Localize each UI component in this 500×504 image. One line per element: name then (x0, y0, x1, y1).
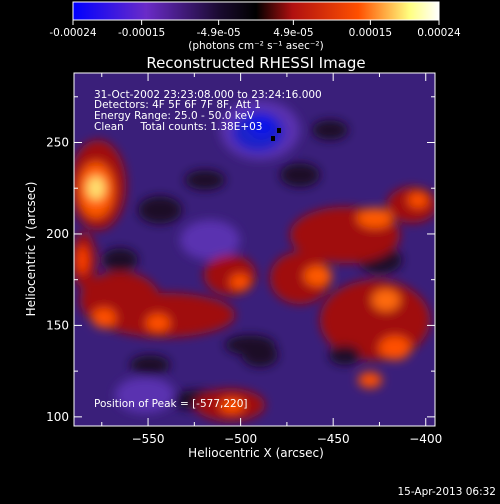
intensity-blob (180, 220, 240, 260)
intensity-blob (220, 399, 244, 413)
intensity-blob (408, 192, 428, 208)
intensity-blob (249, 115, 275, 137)
x-tick-label: −450 (317, 432, 350, 446)
contour-mark (271, 136, 275, 141)
intensity-blob (372, 289, 400, 311)
intensity-blob (185, 170, 225, 190)
intensity-blob (329, 345, 361, 365)
intensity-blob (280, 163, 320, 187)
intensity-blob (138, 196, 182, 224)
colorbar-ticks: -0.00024 -0.00015 -4.9e-05 4.9e-05 0.00015 0.… (49, 20, 461, 39)
x-axis-label: Heliocentric X (arcsec) (188, 446, 324, 460)
y-tick-label: 200 (46, 227, 69, 241)
intensity-blob (102, 248, 138, 272)
annotation-detectors: Detectors: 4F 5F 6F 7F 8F, Att 1 (94, 99, 261, 111)
intensity-blob (92, 308, 116, 328)
intensity-blob (230, 274, 250, 290)
intensity-blob (130, 355, 170, 375)
footer-timestamp: 15-Apr-2013 06:32 (397, 486, 496, 498)
intensity-blob (358, 372, 382, 388)
colorbar-tick-label: -0.00015 (118, 27, 165, 39)
peak-position-label: Position of Peak = [-577,220] (94, 398, 248, 410)
colorbar-tick-label: 0.00024 (417, 27, 461, 39)
intensity-blob (115, 377, 175, 413)
colorbar-tick-label: 4.9e-05 (273, 27, 313, 39)
chart-title: Reconstructed RHESSI Image (146, 54, 365, 72)
annotation-time: 31-Oct-2002 23:23:08.000 to 23:24:16.000 (94, 89, 322, 101)
intensity-blob (204, 255, 256, 295)
intensity-blob (312, 120, 348, 140)
contour-mark (277, 128, 281, 133)
colorbar-tick-label: -0.00024 (49, 27, 97, 39)
intensity-blob (379, 336, 411, 360)
colorbar (72, 1, 440, 21)
colorbar-units: (photons cm⁻² s⁻¹ asec⁻²) (188, 40, 323, 52)
intensity-blob (76, 246, 88, 274)
x-tick-label: −400 (409, 432, 442, 446)
intensity-blob (357, 208, 393, 228)
x-tick-label: −500 (224, 432, 257, 446)
y-axis-label: Heliocentric Y (arcsec) (24, 182, 38, 317)
axis-ticks: −550 −500 −450 −400 100 150 200 250 (46, 73, 442, 446)
y-tick-label: 250 (46, 136, 69, 150)
intensity-blob (87, 176, 105, 200)
y-tick-label: 100 (46, 410, 69, 424)
colorbar-tick-label: -4.9e-05 (197, 27, 241, 39)
heatmap (74, 73, 435, 426)
annotation-energy: Energy Range: 25.0 - 50.0 keV (94, 110, 255, 122)
annotation-counts: Clean Total counts: 1.38E+03 (94, 121, 263, 133)
plot-frame (73, 72, 436, 427)
colorbar-tick-label: 0.00015 (349, 27, 392, 39)
intensity-blob (304, 266, 332, 286)
x-tick-label: −550 (132, 432, 165, 446)
intensity-blob (146, 314, 170, 332)
intensity-blob (270, 252, 330, 304)
y-tick-label: 150 (46, 318, 69, 332)
intensity-blob (242, 343, 278, 367)
